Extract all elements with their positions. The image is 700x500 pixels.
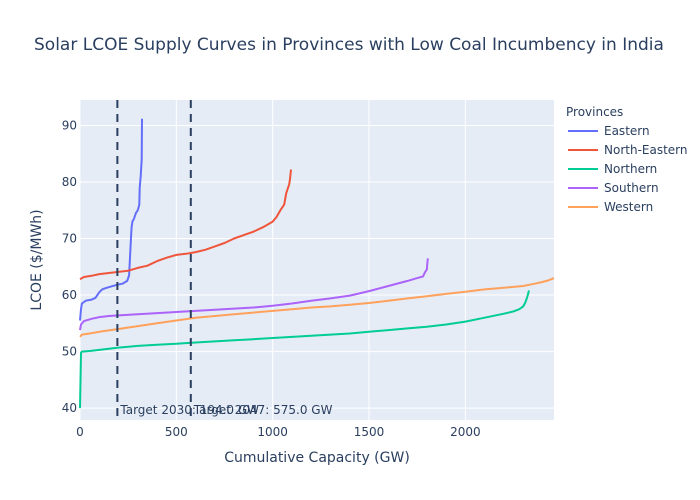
y-tick-label: 70 [62,232,77,246]
target-line-label: Target 2030: 194.0 GW [119,403,259,417]
series-line-western [79,277,555,338]
y-tick-label: 60 [62,288,77,302]
series-line-eastern [79,118,143,321]
legend-label: North-Eastern [604,143,688,157]
legend-item-north-eastern[interactable]: North-Eastern [568,143,688,157]
y-tick-label: 50 [62,345,77,359]
legend-item-northern[interactable]: Northern [568,162,657,176]
legend-label: Eastern [604,124,650,138]
y-tick-label: 80 [62,175,77,189]
x-tick-label: 500 [165,425,188,439]
x-tick-label: 1500 [354,425,385,439]
legend[interactable]: Provinces Eastern North-Eastern Northern So… [566,105,688,214]
y-tick-label: 90 [62,118,77,132]
legend-label: Western [604,200,653,214]
series-line-southern [79,258,429,331]
grid-layer [79,100,554,420]
x-tick-label: 0 [76,425,84,439]
x-tick-label: 1000 [257,425,288,439]
chart-title: Solar LCOE Supply Curves in Provinces wi… [34,35,664,55]
legend-item-southern[interactable]: Southern [568,181,659,195]
x-axis-title: Cumulative Capacity (GW) [224,450,410,466]
series-line-northern [79,290,530,409]
plot-area [80,100,554,420]
target-line-label: Target 2047: 575.0 GW [193,403,333,417]
legend-title: Provinces [566,105,623,119]
y-tick-label: 40 [62,401,77,415]
legend-item-eastern[interactable]: Eastern [568,124,650,138]
legend-item-western[interactable]: Western [568,200,653,214]
legend-label: Northern [604,162,657,176]
y-axis-title: LCOE ($/MWh) [29,209,45,310]
tick-labels: 0 500 1000 1500 2000 40 50 60 70 80 90 [62,118,481,439]
x-tick-label: 2000 [450,425,481,439]
legend-label: Southern [604,181,659,195]
series-layer [79,118,555,409]
